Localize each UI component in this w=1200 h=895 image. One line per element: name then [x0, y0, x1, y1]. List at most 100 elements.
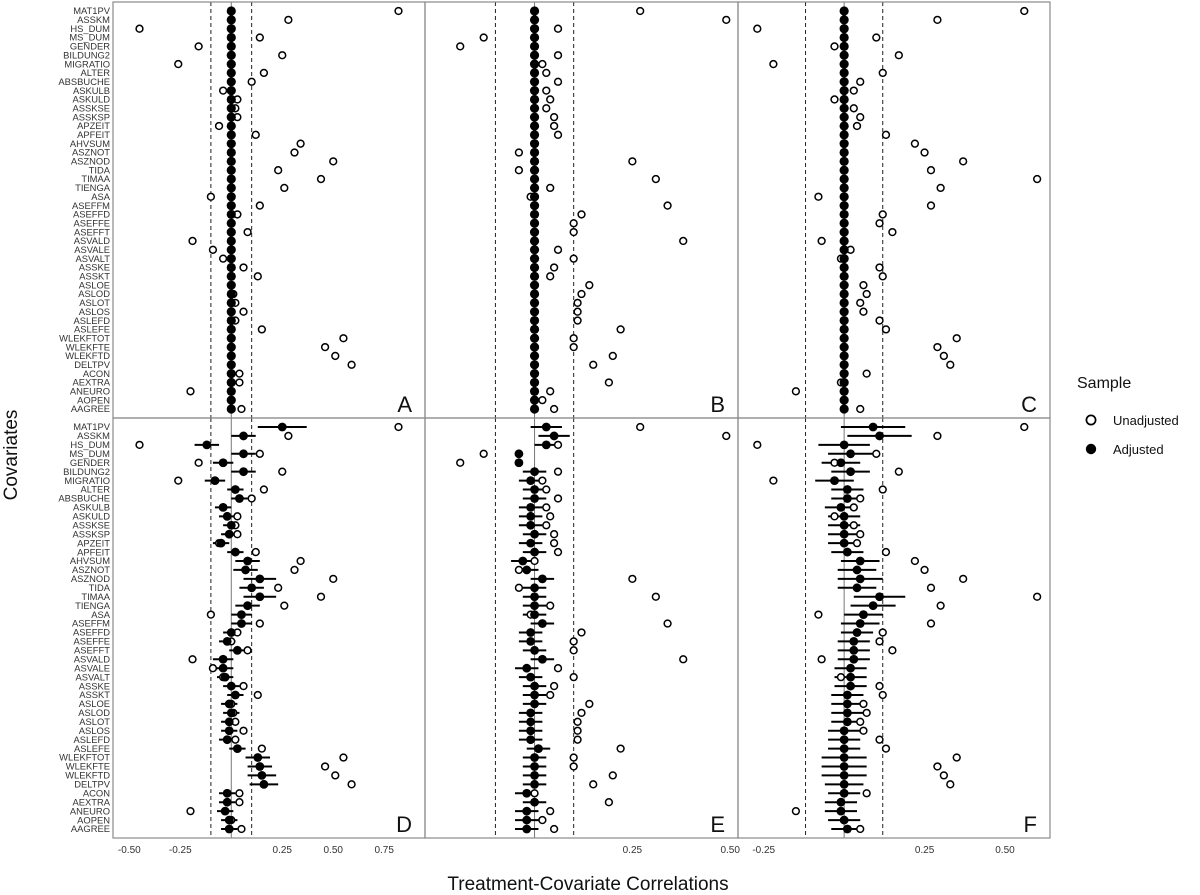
adjusted-point-ms-dum — [239, 449, 248, 459]
adjusted-point-askulb — [529, 86, 540, 96]
adjusted-point-asefft — [226, 227, 236, 237]
covariate-label-asa: ASA — [91, 191, 111, 202]
unadjusted-point-tida — [274, 166, 283, 175]
adjusted-point-alter — [226, 68, 236, 78]
unadjusted-point-aslos — [239, 307, 248, 316]
unadjusted-point-asvald — [817, 655, 826, 664]
adjusted-point-wlekfte — [530, 762, 539, 771]
adjusted-point-aextra — [839, 377, 849, 388]
panel-letter-a: A — [397, 392, 412, 417]
covariate-label-askuld: ASKULD — [72, 94, 110, 105]
covariate-label-alter: ALTER — [80, 67, 110, 78]
adjusted-point-aseffe — [839, 218, 849, 228]
unadjusted-point-bildung2 — [278, 51, 287, 60]
unadjusted-point-aseffe — [569, 637, 578, 646]
unadjusted-point-aslefe — [881, 325, 891, 334]
unadjusted-point-absbuche — [553, 77, 563, 86]
unadjusted-point-asskm — [284, 431, 293, 441]
adjusted-point-tienga — [529, 183, 540, 193]
covariate-label-asskt: ASSKT — [79, 271, 110, 282]
covariate-label-ms-dum: MS_DUM — [69, 32, 110, 43]
unadjusted-point-aagree — [856, 824, 865, 834]
unadjusted-point-aextra — [235, 798, 244, 807]
adjusted-point-asskse — [526, 520, 536, 530]
adjusted-point-askuld — [839, 94, 849, 105]
adjusted-point-aseffd — [226, 628, 236, 637]
adjusted-point-aagree — [839, 404, 849, 414]
unadjusted-point-apzeit — [549, 538, 559, 548]
covariate-label-aopen: AOPEN — [77, 814, 110, 825]
unadjusted-point-wlekftd — [331, 771, 340, 780]
adjusted-point-tienga — [868, 601, 878, 611]
x-tick-label: -0.25 — [169, 845, 192, 856]
adjusted-point-gender — [529, 41, 540, 51]
unadjusted-point-wlekftot — [339, 753, 348, 762]
adjusted-point-mat1pv — [868, 422, 878, 432]
covariate-label-tida: TIDA — [89, 582, 111, 593]
adjusted-point-asvale — [529, 245, 540, 255]
covariate-label-aextra: AEXTRA — [72, 796, 110, 807]
adjusted-point-asvale — [846, 663, 855, 673]
adjusted-point-aagree — [522, 824, 532, 834]
unadjusted-point-apfeit — [553, 130, 563, 139]
covariate-label-deltpv: DELTPV — [74, 359, 111, 370]
adjusted-point-asskm — [875, 431, 884, 441]
adjusted-point-asa — [529, 192, 540, 202]
unadjusted-point-asvale — [553, 664, 563, 673]
adjusted-point-apfeit — [839, 130, 849, 140]
unadjusted-point-bildung2 — [553, 51, 563, 60]
adjusted-point-absbuche — [529, 77, 540, 87]
covariate-label-aslot: ASLOT — [79, 716, 110, 727]
unadjusted-point-aslot — [573, 298, 582, 308]
unadjusted-point-aslefd — [231, 735, 240, 744]
unadjusted-point-aslos — [573, 726, 582, 735]
unadjusted-point-mat1pv — [394, 6, 403, 16]
covariate-label-aslefe: ASLEFE — [74, 324, 110, 335]
unadjusted-point-alter — [878, 485, 887, 494]
adjusted-point-aseffd — [526, 628, 536, 637]
unadjusted-point-hs-dum — [135, 24, 144, 33]
adjusted-point-ms-dum — [846, 449, 855, 459]
adjusted-point-absbuche — [226, 77, 236, 87]
unadjusted-point-asskse — [849, 104, 858, 113]
covariate-label-wlekfte: WLEKFTE — [66, 761, 110, 772]
adjusted-point-wlekfte — [839, 762, 849, 771]
unadjusted-point-apzeit — [852, 538, 862, 548]
unadjusted-point-asskt — [878, 272, 887, 281]
unadjusted-point-deltpv — [589, 360, 598, 369]
adjusted-point-acon — [529, 369, 540, 379]
adjusted-point-hs-dum — [529, 24, 540, 34]
unadjusted-point-absbuche — [247, 77, 256, 86]
unadjusted-point-asefft — [888, 227, 897, 237]
unadjusted-point-askuld — [546, 95, 555, 104]
unadjusted-point-asloe — [859, 281, 868, 290]
covariate-label-ms-dum: MS_DUM — [69, 448, 110, 459]
unadjusted-point-aslefd — [875, 316, 884, 325]
adjusted-point-wlekftd — [839, 771, 849, 780]
unadjusted-point-gender — [456, 458, 465, 467]
covariate-label-apfeit: APFEIT — [77, 546, 110, 557]
unadjusted-point-gender — [194, 42, 203, 51]
adjusted-point-wlekfte — [226, 342, 236, 352]
adjusted-point-aslod — [529, 289, 540, 299]
adjusted-point-migratio — [830, 476, 839, 485]
panel-border — [737, 1, 1051, 419]
legend: Sample Unadjusted Adjusted — [1077, 375, 1179, 457]
adjusted-point-aslos — [526, 726, 536, 736]
unadjusted-point-asefft — [569, 227, 578, 237]
adjusted-point-aslefe — [529, 324, 540, 334]
x-tick-label: -0.50 — [118, 845, 141, 856]
adjusted-point-asznod — [537, 574, 547, 584]
adjusted-point-timaa — [226, 174, 236, 184]
adjusted-point-askuld — [526, 511, 536, 521]
unadjusted-point-aslos — [573, 307, 582, 316]
unadjusted-point-apzeit — [214, 121, 224, 131]
unadjusted-point-alter — [259, 68, 269, 78]
unadjusted-point-aagree — [549, 404, 559, 414]
adjusted-point-aseffm — [529, 200, 540, 211]
unadjusted-point-asznot — [290, 148, 299, 157]
adjusted-point-aopen — [522, 815, 532, 825]
unadjusted-point-asvalt — [218, 254, 228, 263]
adjusted-point-migratio — [839, 59, 849, 69]
